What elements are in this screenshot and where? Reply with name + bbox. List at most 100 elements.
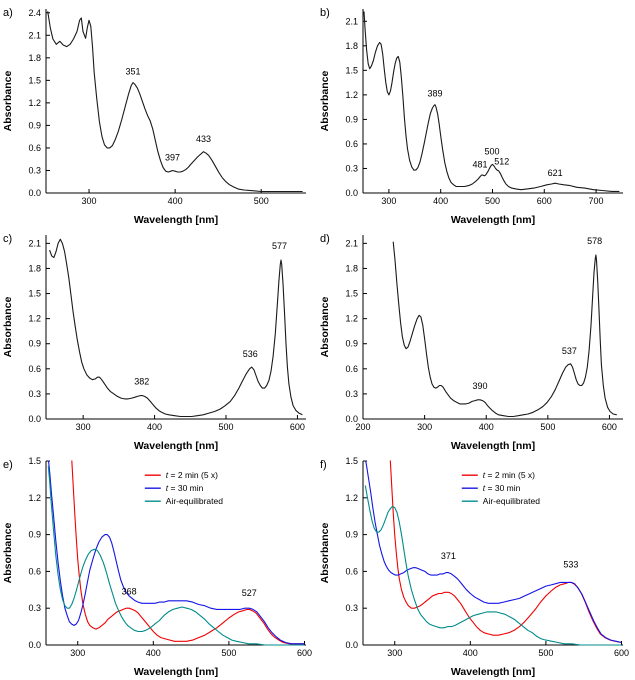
y-axis-label: Absorbance bbox=[2, 297, 14, 358]
y-tick-label: 0.6 bbox=[28, 364, 41, 374]
y-tick-label: 1.2 bbox=[28, 493, 41, 503]
y-tick-label: 0.3 bbox=[345, 389, 358, 399]
x-tick-label: 600 bbox=[602, 422, 617, 432]
y-tick-label: 0.0 bbox=[345, 640, 358, 650]
x-tick-label: 300 bbox=[381, 196, 396, 206]
panel-a: 300 400 500 0.0 0.3 0.6 0.9 1.2 1.5 1.8 2.1 2.4 Wave… bbox=[0, 1, 317, 227]
y-tick-label: 0.9 bbox=[345, 530, 358, 540]
y-tick-label: 0.0 bbox=[28, 640, 41, 650]
panel-letter: e) bbox=[3, 459, 13, 471]
panel-letter: a) bbox=[3, 7, 13, 19]
y-tick-label: 2.1 bbox=[28, 30, 41, 40]
y-tick-label: 0.9 bbox=[28, 339, 41, 349]
y-tick-label: 1.8 bbox=[28, 263, 41, 273]
legend-label: t = 30 min bbox=[166, 483, 204, 493]
x-axis-label: Wavelength [nm] bbox=[451, 666, 535, 678]
y-tick-label: 0.3 bbox=[28, 603, 41, 613]
series-line bbox=[49, 238, 303, 418]
x-axis-label: Wavelength [nm] bbox=[451, 214, 535, 226]
y-tick-label: 2.1 bbox=[345, 238, 358, 248]
chart-e-kinetics-spectra: 300 400 500 600 0.0 0.3 0.6 0.9 1.2 1.5 Wavelength… bbox=[2, 456, 312, 678]
x-tick-label: 300 bbox=[82, 196, 97, 206]
series-line bbox=[71, 460, 305, 645]
y-tick-label: 0.3 bbox=[28, 389, 41, 399]
x-axis-label: Wavelength [nm] bbox=[134, 440, 218, 452]
y-tick-label: 0.3 bbox=[345, 163, 358, 173]
y-tick-label: 0.0 bbox=[28, 414, 41, 424]
y-tick-label: 0.0 bbox=[345, 414, 358, 424]
y-tick-label: 0.6 bbox=[28, 143, 41, 153]
x-axis-label: Wavelength [nm] bbox=[134, 214, 218, 226]
peak-annotation: 537 bbox=[562, 346, 577, 356]
chart-a-absorbance-spectrum: 300 400 500 0.0 0.3 0.6 0.9 1.2 1.5 1.8 2.1 2.4 Wave… bbox=[2, 7, 306, 226]
peak-annotation: 512 bbox=[494, 156, 509, 166]
series-line bbox=[47, 11, 303, 193]
x-tick-label: 300 bbox=[417, 422, 432, 432]
panel-f: 300 400 500 600 0.0 0.3 0.6 0.9 1.2 1.5 Wavelength… bbox=[317, 453, 634, 679]
x-tick-label: 600 bbox=[290, 422, 305, 432]
x-tick-label: 600 bbox=[297, 648, 312, 658]
panel-c: 300 400 500 600 0.0 0.3 0.6 0.9 1.2 1.5 1.8 2.1 Wave… bbox=[0, 227, 317, 453]
chart-b-absorbance-spectrum: 300 400 500 600 700 0.0 0.3 0.6 0.9 1.2 1.5 1.8 2.1 W… bbox=[319, 7, 623, 226]
x-tick-label: 400 bbox=[463, 648, 478, 658]
x-tick-label: 500 bbox=[254, 196, 269, 206]
peak-annotation: 389 bbox=[427, 89, 442, 99]
panel-letter: f) bbox=[320, 459, 327, 471]
peak-annotation: 527 bbox=[242, 588, 257, 598]
peak-annotation: 433 bbox=[196, 134, 211, 144]
y-axis-label: Absorbance bbox=[319, 71, 331, 132]
series-group bbox=[364, 460, 622, 646]
x-tick-label: 300 bbox=[76, 422, 91, 432]
series-line bbox=[364, 485, 622, 646]
panel-letter: d) bbox=[320, 233, 330, 245]
x-axis-label: Wavelength [nm] bbox=[134, 666, 218, 678]
panel-letter: b) bbox=[320, 7, 330, 19]
peak-annotation: 500 bbox=[484, 147, 499, 157]
y-tick-label: 0.6 bbox=[345, 139, 358, 149]
y-axis-label: Absorbance bbox=[319, 297, 331, 358]
peak-annotation: 533 bbox=[563, 560, 578, 570]
y-tick-label: 0.0 bbox=[345, 188, 358, 198]
chart-f-kinetics-spectra: 300 400 500 600 0.0 0.3 0.6 0.9 1.2 1.5 Wavelength… bbox=[319, 456, 629, 678]
x-tick-label: 300 bbox=[70, 648, 85, 658]
x-tick-label: 500 bbox=[218, 422, 233, 432]
y-tick-label: 0.9 bbox=[28, 120, 41, 130]
peak-annotation: 390 bbox=[473, 381, 488, 391]
peak-annotation: 621 bbox=[548, 168, 563, 178]
y-tick-label: 0.0 bbox=[28, 188, 41, 198]
x-tick-label: 600 bbox=[614, 648, 629, 658]
y-tick-label: 0.9 bbox=[345, 339, 358, 349]
y-tick-label: 0.6 bbox=[345, 566, 358, 576]
legend-label: t = 2 min (5 x) bbox=[166, 470, 218, 480]
y-tick-label: 2.1 bbox=[28, 238, 41, 248]
series-line bbox=[47, 460, 305, 645]
legend-label: Air-equilibrated bbox=[166, 496, 223, 506]
peak-annotation: 351 bbox=[125, 66, 140, 76]
panel-letter: c) bbox=[3, 233, 12, 245]
peak-annotation: 368 bbox=[122, 587, 137, 597]
y-tick-label: 0.6 bbox=[28, 566, 41, 576]
y-axis-label: Absorbance bbox=[2, 523, 14, 584]
peak-annotation: 577 bbox=[272, 241, 287, 251]
y-tick-label: 1.5 bbox=[28, 75, 41, 85]
x-tick-label: 500 bbox=[540, 422, 555, 432]
peak-annotation: 397 bbox=[165, 153, 180, 163]
y-tick-label: 0.3 bbox=[345, 603, 358, 613]
x-tick-label: 400 bbox=[146, 648, 161, 658]
y-tick-label: 1.5 bbox=[28, 456, 41, 466]
x-tick-label: 200 bbox=[355, 422, 370, 432]
y-tick-label: 0.9 bbox=[28, 530, 41, 540]
y-tick-label: 1.5 bbox=[345, 456, 358, 466]
panel-d: 200 300 400 500 600 0.0 0.3 0.6 0.9 1.2 1.5 1.8 2.1 W… bbox=[317, 227, 634, 453]
y-tick-label: 1.5 bbox=[345, 65, 358, 75]
series-group bbox=[47, 11, 303, 193]
y-axis-label: Absorbance bbox=[319, 523, 331, 584]
y-tick-label: 1.5 bbox=[345, 289, 358, 299]
x-tick-label: 500 bbox=[485, 196, 500, 206]
x-tick-label: 500 bbox=[538, 648, 553, 658]
series-line bbox=[47, 465, 305, 646]
y-tick-label: 1.2 bbox=[345, 90, 358, 100]
peak-annotation: 371 bbox=[441, 551, 456, 561]
y-tick-label: 0.3 bbox=[28, 165, 41, 175]
